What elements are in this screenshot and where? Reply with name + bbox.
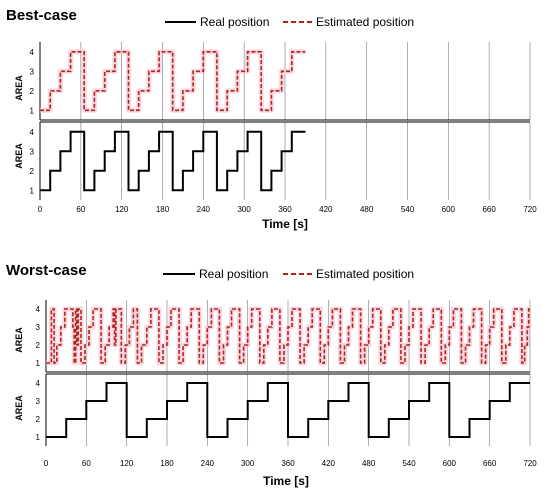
legend-real-label: Real position — [200, 15, 269, 29]
x-tick-label: 180 — [160, 459, 174, 468]
x-tick-label: 180 — [156, 205, 170, 214]
x-tick-label: 60 — [82, 459, 91, 468]
y-axis-label-bottom: AREA — [14, 143, 24, 169]
real-subplot: 1 2 3 4 — [36, 373, 531, 446]
x-axis-label: Time [s] — [262, 217, 308, 231]
y-tick-label: 4 — [36, 379, 41, 388]
y-tick-label: 3 — [30, 67, 35, 76]
x-axis-label: Time [s] — [263, 474, 309, 488]
x-tick-label: 120 — [120, 459, 134, 468]
x-tick-label: 600 — [443, 459, 457, 468]
real-position-line — [40, 130, 306, 192]
estimated-subplot: 1 2 3 4 — [36, 300, 532, 373]
estimated-position-line — [46, 308, 530, 364]
y-tick-label: 4 — [30, 128, 35, 137]
real-subplot: 1 2 3 4 — [30, 121, 531, 200]
x-tick-label: 60 — [76, 205, 85, 214]
x-tick-label: 300 — [241, 459, 255, 468]
estimated-subplot: 1 2 3 4 — [30, 42, 531, 121]
x-tick-label: 360 — [278, 205, 292, 214]
y-tick-label: 4 — [36, 305, 41, 314]
x-tick-label: 600 — [442, 205, 456, 214]
x-tick-label: 720 — [523, 459, 537, 468]
best-case-panel: Best-case Real position Estimated positi… — [6, 7, 537, 231]
x-tick-label: 720 — [523, 205, 537, 214]
x-tick-label: 240 — [197, 205, 211, 214]
y-tick-label: 3 — [36, 323, 41, 332]
legend-real-label: Real position — [199, 267, 268, 281]
y-tick-label: 1 — [30, 186, 35, 195]
worst-case-panel: Worst-case Real position Estimated posit… — [6, 262, 537, 488]
x-tick-label: 660 — [482, 205, 496, 214]
x-tick-label: 0 — [44, 459, 49, 468]
best-case-title: Best-case — [6, 7, 77, 24]
y-axis-label-bottom: AREA — [14, 395, 24, 421]
y-tick-label: 1 — [36, 433, 41, 442]
x-tick-label: 120 — [115, 205, 129, 214]
x-tick-label: 420 — [322, 459, 336, 468]
y-tick-label: 2 — [30, 87, 35, 96]
y-tick-label: 4 — [30, 48, 35, 57]
x-tick-label: 480 — [360, 205, 374, 214]
x-tick-label: 540 — [401, 205, 415, 214]
x-tick-label: 660 — [483, 459, 497, 468]
y-tick-label: 3 — [36, 397, 41, 406]
y-tick-label: 1 — [36, 359, 41, 368]
x-tick-label: 0 — [38, 205, 43, 214]
y-tick-label: 2 — [36, 415, 41, 424]
x-tick-label: 480 — [362, 459, 376, 468]
y-tick-label: 2 — [30, 167, 35, 176]
x-tick-label: 240 — [201, 459, 215, 468]
x-tick-label: 300 — [237, 205, 251, 214]
y-axis-label-top: AREA — [14, 327, 24, 353]
x-tick-label: 360 — [281, 459, 295, 468]
y-tick-label: 1 — [30, 106, 35, 115]
estimated-position-line — [40, 51, 306, 112]
legend-estimated-label: Estimated position — [316, 267, 414, 281]
x-tick-label: 540 — [402, 459, 416, 468]
worst-case-title: Worst-case — [6, 262, 87, 279]
y-axis-label-top: AREA — [14, 75, 24, 101]
real-position-line — [46, 382, 530, 438]
y-tick-label: 2 — [36, 341, 41, 350]
y-tick-label: 3 — [30, 147, 35, 156]
x-tick-label: 420 — [319, 205, 333, 214]
legend-estimated-label: Estimated position — [316, 15, 414, 29]
